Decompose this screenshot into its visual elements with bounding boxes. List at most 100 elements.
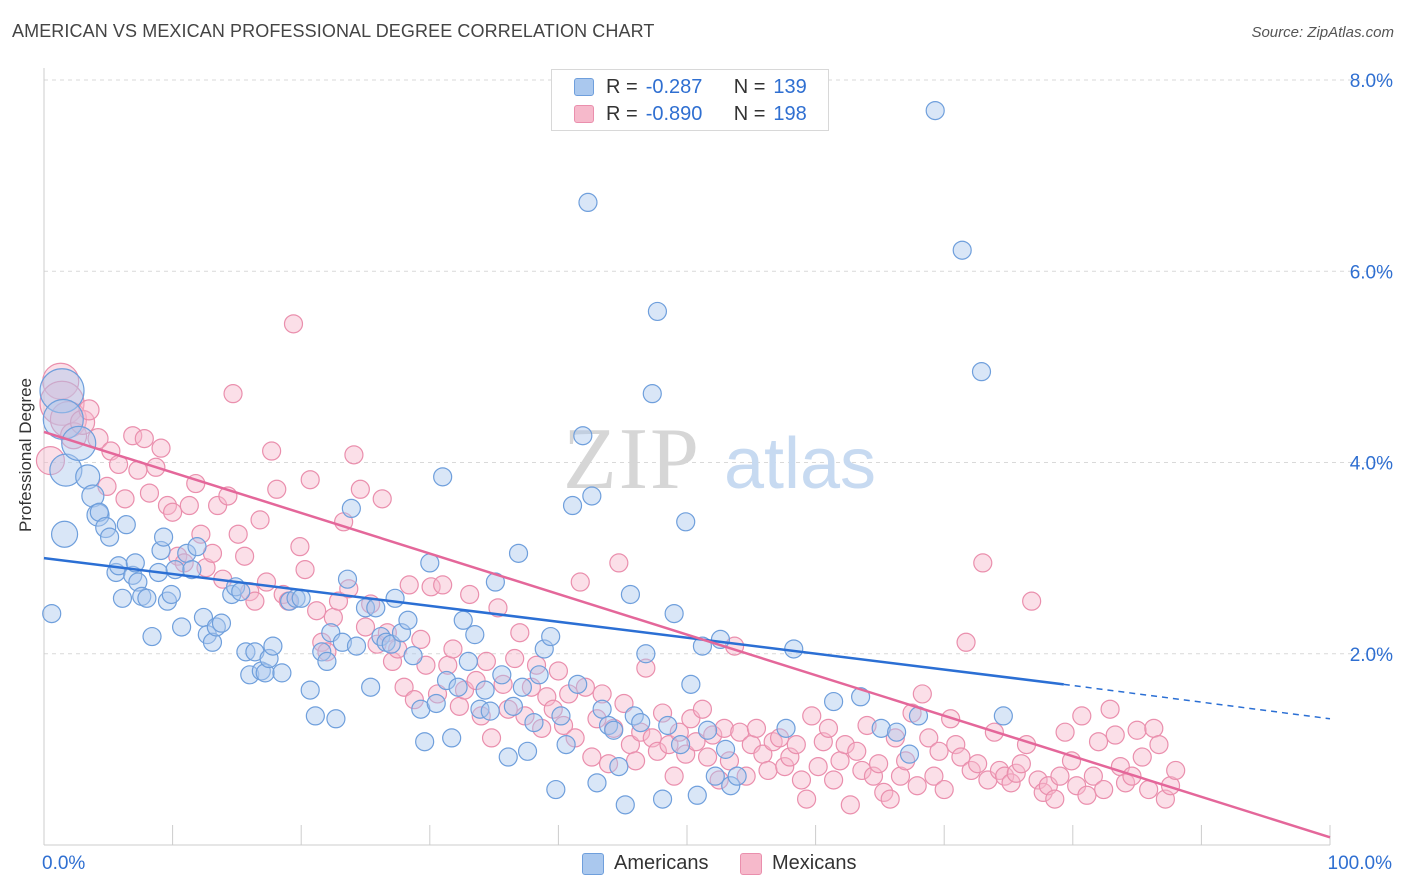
- americans-point: [341, 498, 361, 518]
- americans-point: [182, 559, 202, 580]
- americans-point: [398, 610, 418, 630]
- mexicans-point: [394, 677, 414, 697]
- mexicans-point: [307, 601, 327, 621]
- americans-point: [259, 648, 279, 669]
- mexicans-point: [115, 489, 135, 509]
- mexicans-point: [719, 751, 740, 771]
- americans-point: [332, 632, 352, 652]
- mexicans-point: [78, 399, 100, 421]
- mexicans-point: [151, 438, 171, 458]
- americans-point: [42, 603, 62, 624]
- americans-legend-swatch: [582, 852, 604, 875]
- americans-point: [721, 776, 741, 796]
- americans-point: [300, 680, 320, 700]
- mexicans-point: [433, 575, 453, 595]
- mexicans-point: [775, 756, 795, 777]
- americans-point: [202, 632, 223, 652]
- mexicans-point: [714, 718, 734, 738]
- americans-point: [305, 706, 325, 726]
- americans-point: [187, 537, 207, 557]
- americans-point: [512, 677, 532, 697]
- mexicans-point: [885, 728, 905, 748]
- americans-point: [971, 362, 992, 382]
- mexicans-point: [460, 584, 480, 605]
- mexicans-point: [647, 741, 668, 761]
- bottom-legend-americans: Americans: [582, 852, 708, 875]
- americans-point: [240, 665, 260, 685]
- americans-point: [676, 512, 696, 532]
- mexicans-point: [818, 718, 839, 738]
- mexicans-point: [339, 579, 359, 599]
- mexicans-legend-label: Mexicans: [772, 852, 857, 874]
- americans-point: [556, 734, 576, 755]
- americans-point: [664, 603, 684, 624]
- americans-point: [42, 398, 84, 441]
- mexicans-point: [575, 677, 596, 697]
- mexicans-n-value: 198: [773, 102, 807, 125]
- americans-point: [436, 670, 457, 691]
- americans-point: [453, 610, 473, 630]
- americans-point: [391, 623, 412, 643]
- americans-point: [99, 527, 120, 547]
- mexicans-point: [493, 674, 513, 694]
- mexicans-point: [1100, 699, 1120, 719]
- mexicans-point: [791, 770, 812, 790]
- americans-point: [508, 543, 529, 563]
- mexicans-point: [956, 632, 976, 652]
- mexicans-point: [1050, 766, 1070, 786]
- mexicans-point: [840, 795, 860, 815]
- mexicans-point: [1028, 770, 1048, 790]
- americans-point: [326, 709, 346, 729]
- americans-point: [75, 464, 101, 490]
- mexicans-point: [835, 734, 855, 755]
- americans-point: [385, 588, 405, 608]
- mexicans-point: [1072, 706, 1092, 726]
- y-tick-label: 6.0%: [1350, 262, 1393, 283]
- americans-point: [116, 515, 136, 535]
- mexicans-point: [228, 524, 248, 544]
- mexicans-point: [250, 510, 270, 530]
- mexicans-point: [758, 760, 778, 781]
- mexicans-point: [709, 770, 729, 790]
- source-attribution: Source: ZipAtlas.com: [1251, 24, 1394, 41]
- mexicans-point: [179, 495, 199, 516]
- grid-lines: [44, 79, 1392, 655]
- mexicans-point: [1001, 773, 1021, 793]
- mexicans-point: [989, 760, 1010, 781]
- americans-point: [899, 744, 920, 764]
- americans-point: [658, 715, 678, 736]
- mexicans-point: [676, 744, 696, 764]
- mexicans-point: [543, 699, 563, 719]
- mexicans-point: [123, 426, 143, 446]
- americans-n-label: N =: [733, 75, 766, 98]
- americans-point: [272, 663, 292, 683]
- americans-point: [620, 584, 641, 605]
- americans-point: [442, 728, 462, 748]
- mexicans-point: [1166, 760, 1186, 781]
- americans-point: [687, 785, 707, 805]
- americans-point: [578, 192, 598, 212]
- americans-point: [604, 720, 624, 740]
- americans-point: [458, 651, 478, 672]
- americans-point: [426, 693, 446, 714]
- americans-point: [448, 677, 468, 697]
- trend-lines: [43, 430, 1331, 839]
- americans-point: [81, 484, 105, 508]
- mexicans-point: [488, 598, 508, 618]
- watermark-atlas: atlas: [724, 424, 876, 504]
- mexicans-point: [245, 591, 265, 611]
- americans-point: [568, 674, 588, 694]
- mexicans-point: [427, 684, 448, 704]
- mexicans-point: [1083, 766, 1103, 786]
- americans-point: [475, 680, 495, 700]
- mexicans-point: [411, 629, 431, 650]
- mexicans-point: [664, 766, 684, 786]
- y-tick-label: 8.0%: [1350, 71, 1393, 92]
- mexicans-point: [256, 572, 277, 592]
- mexicans-point: [652, 703, 673, 723]
- mexicans-point: [924, 766, 944, 786]
- mexicans-point: [163, 502, 183, 522]
- americans-point: [715, 739, 736, 759]
- mexicans-point: [510, 623, 530, 643]
